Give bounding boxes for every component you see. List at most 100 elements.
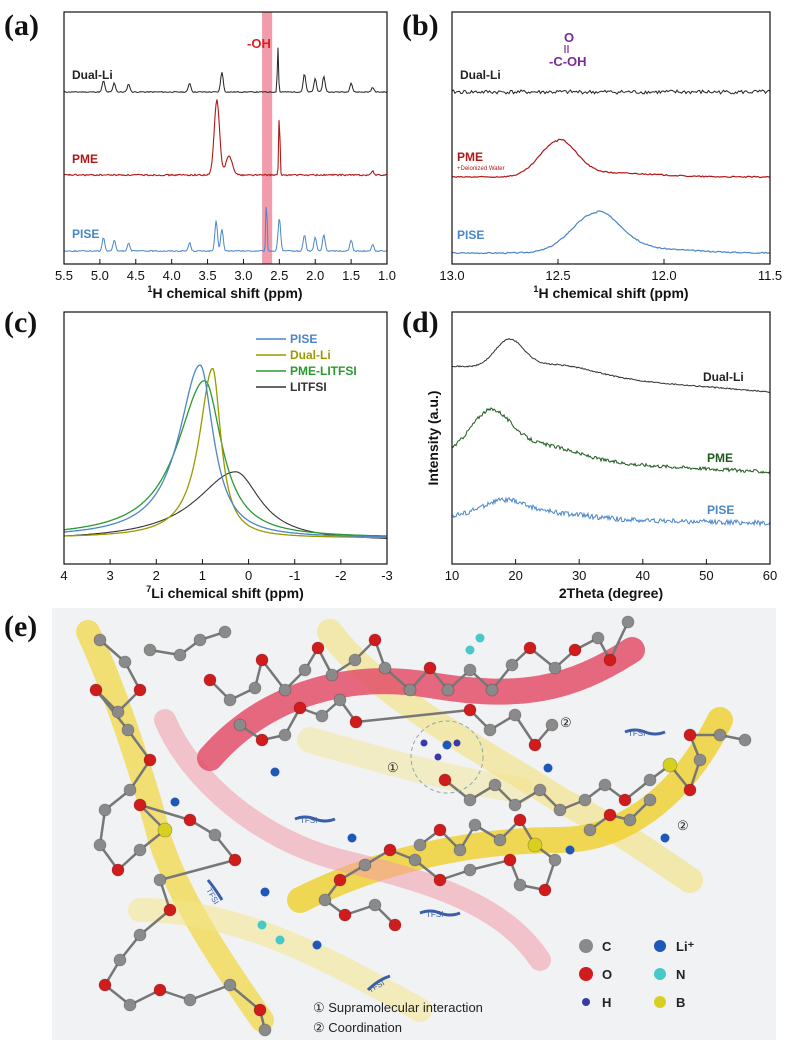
ion-121 bbox=[420, 739, 428, 747]
ion-119 bbox=[257, 920, 267, 930]
ion-120 bbox=[275, 935, 285, 945]
series-line-dual-li-d bbox=[451, 337, 771, 394]
c-x-tick-label-4: 0 bbox=[245, 568, 252, 583]
marker-2b: ② bbox=[677, 818, 689, 833]
atom-9 bbox=[93, 838, 107, 852]
atom-44 bbox=[423, 661, 437, 675]
atom-10 bbox=[111, 863, 125, 877]
series-line-dual-li-b bbox=[451, 89, 771, 95]
tfsi-label-2: TFSI bbox=[300, 816, 317, 825]
legend-label-litfsi: LITFSI bbox=[290, 380, 327, 394]
atom-20 bbox=[113, 953, 127, 967]
legend-dot-li bbox=[654, 940, 666, 952]
b-x-tick-label-1: 12.5 bbox=[545, 268, 570, 283]
series-label-pme-a: PME bbox=[72, 152, 98, 166]
b-x-tick-label-2: 12.0 bbox=[651, 268, 676, 283]
c-x-tick-label-5: -1 bbox=[289, 568, 301, 583]
atom-27 bbox=[258, 1023, 272, 1037]
panel-label-b: (b) bbox=[402, 9, 439, 42]
atom-12 bbox=[157, 822, 173, 838]
atom-30 bbox=[193, 633, 207, 647]
bond-0-6 bbox=[126, 729, 152, 761]
oh-annotation: -OH bbox=[247, 36, 271, 51]
atom-16 bbox=[228, 853, 242, 867]
atom-52 bbox=[591, 631, 605, 645]
panel-label-a: (a) bbox=[4, 9, 39, 42]
atom-82 bbox=[738, 733, 752, 747]
atom-101 bbox=[338, 908, 352, 922]
panel-label-d: (d) bbox=[402, 306, 439, 339]
atom-48 bbox=[505, 658, 519, 672]
d-x-tick-label-4: 50 bbox=[699, 568, 713, 583]
atom-4 bbox=[89, 683, 103, 697]
series-label-pise-a: PISE bbox=[72, 227, 99, 241]
atom-41 bbox=[368, 633, 382, 647]
plot-frame-c bbox=[63, 311, 388, 565]
atom-36 bbox=[278, 683, 292, 697]
atom-81 bbox=[713, 728, 727, 742]
series-label-pise-d: PISE bbox=[707, 503, 734, 517]
bond-2-22 bbox=[608, 621, 630, 661]
atom-3 bbox=[111, 705, 125, 719]
atom-22 bbox=[123, 998, 137, 1012]
atom-19 bbox=[133, 928, 147, 942]
atom-55 bbox=[233, 718, 247, 732]
atom-92 bbox=[513, 878, 527, 892]
atom-18 bbox=[163, 903, 177, 917]
c-x-tick-label-6: -2 bbox=[335, 568, 347, 583]
atom-91 bbox=[538, 883, 552, 897]
atom-64 bbox=[508, 708, 522, 722]
tfsi-shape-1 bbox=[624, 728, 666, 736]
atom-94 bbox=[463, 863, 477, 877]
bond-0-19 bbox=[139, 909, 171, 936]
atom-45 bbox=[441, 683, 455, 697]
a-x-tick-label-4: 3.5 bbox=[199, 268, 217, 283]
atom-42 bbox=[378, 661, 392, 675]
panel-label-c: (c) bbox=[4, 306, 37, 339]
atom-46 bbox=[463, 663, 477, 677]
atom-57 bbox=[278, 728, 292, 742]
atom-79 bbox=[693, 753, 707, 767]
molecule-atoms bbox=[89, 615, 752, 1037]
x-axis-title-c: 7Li chemical shift (ppm) bbox=[146, 584, 303, 601]
atom-7 bbox=[123, 783, 137, 797]
d-x-tick-label-2: 30 bbox=[572, 568, 586, 583]
atom-99 bbox=[333, 873, 347, 887]
atom-86 bbox=[468, 818, 482, 832]
series-line-pme-b bbox=[451, 138, 771, 179]
atom-76 bbox=[643, 773, 657, 787]
plot-frame-d bbox=[451, 311, 771, 565]
atom-87 bbox=[493, 833, 507, 847]
atom-14 bbox=[183, 813, 197, 827]
series-line-dual-li-a bbox=[63, 47, 388, 94]
bond-0-25 bbox=[189, 983, 231, 1002]
d-x-tick-label-1: 20 bbox=[508, 568, 522, 583]
x-axis-a: 5.5 5.0 4.5 4.0 3.5 3.0 2.5 2.0 1.5 1.0 bbox=[55, 259, 396, 283]
atom-51 bbox=[568, 643, 582, 657]
ion-113 bbox=[660, 833, 670, 843]
a-x-tick-label-0: 5.5 bbox=[55, 268, 73, 283]
atom-75 bbox=[618, 793, 632, 807]
atom-25 bbox=[223, 978, 237, 992]
bond-3-7 bbox=[355, 708, 471, 724]
atom-61 bbox=[349, 715, 363, 729]
bond-0-5 bbox=[95, 689, 129, 731]
ion-117 bbox=[475, 633, 485, 643]
atom-73 bbox=[578, 793, 592, 807]
a-x-tick-label-8: 1.5 bbox=[342, 268, 360, 283]
atom-96 bbox=[408, 853, 422, 867]
panel-a: (a) -OH Dual-Li PME PISE 5.5 5.0 4.5 4.0 3.5… bbox=[4, 9, 396, 301]
atom-69 bbox=[488, 778, 502, 792]
panel-d: (d) Dual-Li PME PISE 10 20 30 40 50 60 2Theta… bbox=[402, 306, 777, 601]
ion-111 bbox=[260, 887, 270, 897]
a-x-tick-label-6: 2.5 bbox=[270, 268, 288, 283]
bond-3-10 bbox=[513, 714, 537, 746]
atom-67 bbox=[438, 773, 452, 787]
bond-5-11 bbox=[469, 858, 511, 872]
a-x-tick-label-9: 1.0 bbox=[378, 268, 396, 283]
x-axis-title-a: 1H chemical shift (ppm) bbox=[147, 284, 302, 301]
tfsi-label-1: TFSI bbox=[628, 729, 645, 738]
atom-107 bbox=[643, 793, 657, 807]
atom-100 bbox=[318, 893, 332, 907]
